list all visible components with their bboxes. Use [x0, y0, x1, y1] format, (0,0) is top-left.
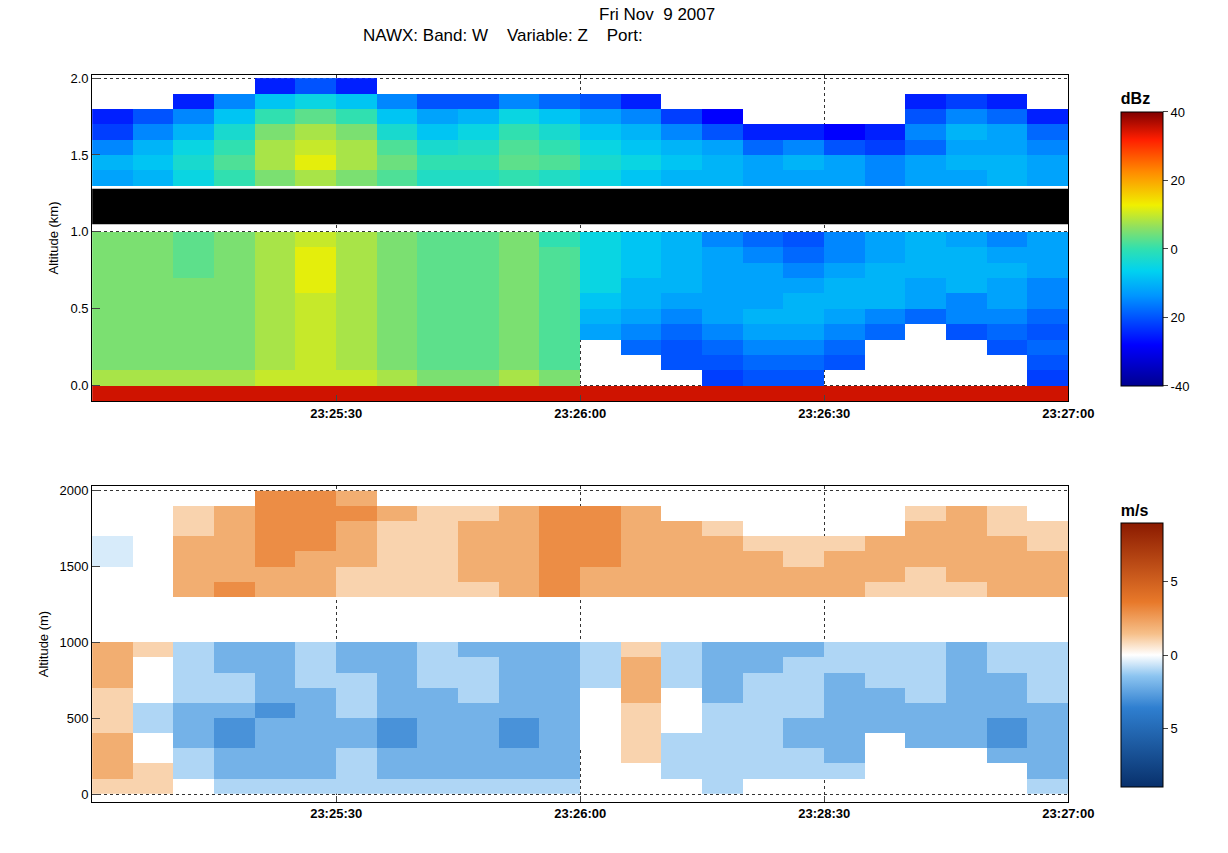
svg-text:0: 0: [1171, 242, 1178, 257]
svg-text:0: 0: [1171, 648, 1178, 663]
svg-text:1500: 1500: [60, 559, 89, 574]
svg-text:23:27:00: 23:27:00: [1042, 406, 1094, 421]
svg-text:1.0: 1.0: [70, 224, 88, 239]
svg-text:5: 5: [1171, 574, 1178, 589]
svg-text:Fri Nov 9 2007: Fri Nov 9 2007: [599, 5, 715, 24]
svg-text:0.5: 0.5: [70, 301, 88, 316]
svg-text:23:25:30: 23:25:30: [310, 806, 362, 821]
svg-text:20: 20: [1171, 173, 1185, 188]
svg-text:2.0: 2.0: [70, 71, 88, 86]
svg-text:0: 0: [81, 787, 88, 802]
svg-text:m/s: m/s: [1121, 502, 1149, 519]
svg-text:NAWX: Band: W Variable: Z: NAWX: Band: W Variable: Z Port:: [363, 26, 643, 45]
svg-text:1.5: 1.5: [70, 148, 88, 163]
svg-text:23:26:30: 23:26:30: [798, 406, 850, 421]
svg-text:23:26:00: 23:26:00: [554, 806, 606, 821]
svg-text:40: 40: [1171, 105, 1185, 120]
svg-text:23:26:00: 23:26:00: [554, 406, 606, 421]
svg-text:dBz: dBz: [1121, 90, 1150, 107]
svg-text:1000: 1000: [60, 635, 89, 650]
svg-text:23:28:30: 23:28:30: [798, 806, 850, 821]
svg-text:23:25:30: 23:25:30: [310, 406, 362, 421]
svg-text:5: 5: [1171, 721, 1178, 736]
svg-text:Altitude (km): Altitude (km): [46, 202, 61, 275]
svg-text:0.0: 0.0: [70, 378, 88, 393]
svg-text:2000: 2000: [60, 483, 89, 498]
svg-text:23:27:00: 23:27:00: [1042, 806, 1094, 821]
svg-text:500: 500: [67, 711, 89, 726]
svg-text:-40: -40: [1171, 379, 1190, 394]
svg-text:Altitude (m): Altitude (m): [36, 611, 51, 677]
svg-text:20: 20: [1171, 310, 1185, 325]
